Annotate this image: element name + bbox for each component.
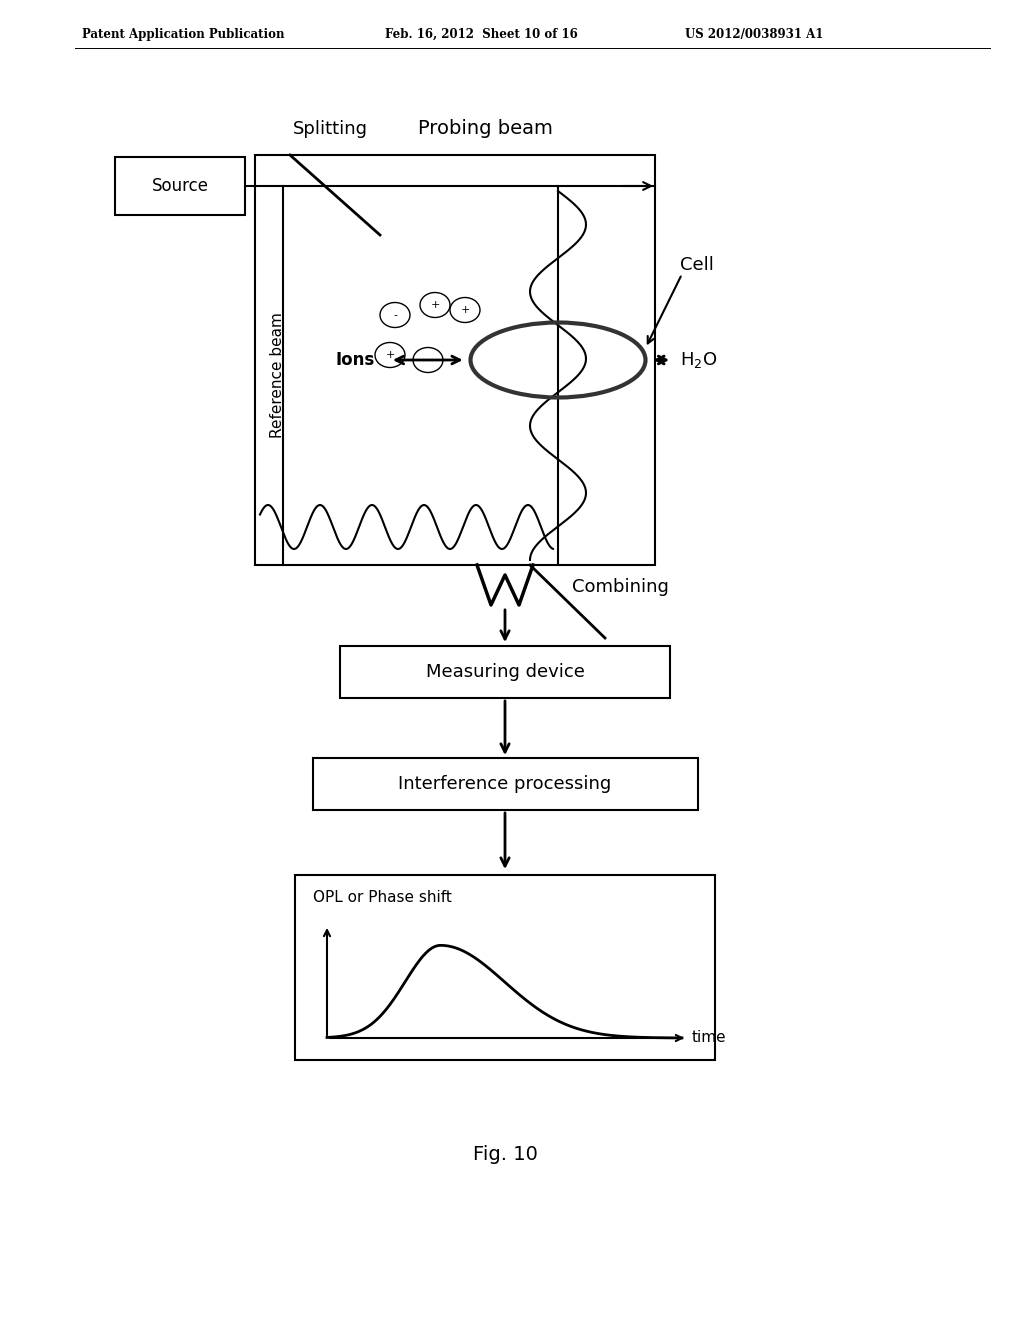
Text: Patent Application Publication: Patent Application Publication: [82, 28, 285, 41]
Text: Probing beam: Probing beam: [418, 119, 552, 139]
Text: -: -: [426, 355, 430, 366]
Text: Combining: Combining: [572, 578, 669, 597]
Text: Splitting: Splitting: [293, 120, 368, 139]
Text: time: time: [692, 1031, 727, 1045]
Text: +: +: [430, 300, 439, 310]
Bar: [312, 758, 697, 810]
Text: +: +: [385, 350, 394, 360]
Text: Ions: Ions: [336, 351, 375, 370]
Text: US 2012/0038931 A1: US 2012/0038931 A1: [685, 28, 823, 41]
Text: +: +: [461, 305, 470, 315]
Bar: [295, 875, 715, 1060]
Text: Reference beam: Reference beam: [270, 313, 286, 438]
Bar: [115, 157, 245, 215]
Text: -: -: [393, 310, 397, 319]
Text: OPL or Phase shift: OPL or Phase shift: [313, 890, 452, 906]
Text: Source: Source: [152, 177, 209, 195]
Text: Measuring device: Measuring device: [426, 663, 585, 681]
Text: H$_2$O: H$_2$O: [680, 350, 718, 370]
Bar: [255, 154, 655, 565]
Text: Cell: Cell: [680, 256, 714, 275]
Bar: [340, 645, 670, 698]
Text: Fig. 10: Fig. 10: [472, 1146, 538, 1164]
Text: Feb. 16, 2012  Sheet 10 of 16: Feb. 16, 2012 Sheet 10 of 16: [385, 28, 578, 41]
Text: Interference processing: Interference processing: [398, 775, 611, 793]
